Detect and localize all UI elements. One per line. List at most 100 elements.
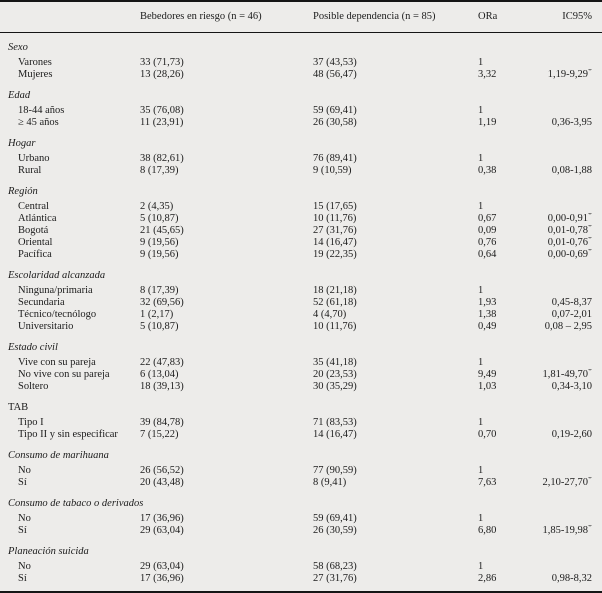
value-or: 0,64 (478, 249, 497, 260)
value-or: 6,80 (478, 525, 497, 536)
row-label: Varones (18, 57, 52, 68)
value-bebedores: 5 (10,87) (140, 213, 179, 224)
value-bebedores: 39 (84,78) (140, 417, 184, 428)
table-row: No 17 (36,96) 59 (69,41) 1 (0, 513, 602, 525)
section-row: Región (0, 177, 602, 201)
section-row: Estado civil (0, 333, 602, 357)
value-ic95: 1,19-9,29* (538, 69, 602, 81)
value-dependencia: 14 (16,47) (313, 429, 357, 440)
column-header-ic: IC95% (538, 2, 602, 33)
section-label: Edad (8, 90, 31, 101)
row-label: No vive con su pareja (18, 369, 110, 380)
value-or: 1 (478, 57, 484, 68)
value-dependencia: 15 (17,65) (313, 201, 357, 212)
row-label: Universitario (18, 321, 74, 332)
section-row: Consumo de marihuana (0, 441, 602, 465)
table-header: Bebedores en riesgo (n = 46) Posible dep… (0, 2, 602, 33)
value-dependencia: 27 (31,76) (313, 573, 357, 584)
table-row: No 29 (63,04) 58 (68,23) 1 (0, 561, 602, 573)
table-row: Rural 8 (17,39) 9 (10,59) 0,38 0,08-1,88 (0, 165, 602, 177)
table-row: Pacífica 9 (19,56) 19 (22,35) 0,64 0,00-0,69… (0, 249, 602, 261)
value-dependencia: 20 (23,53) (313, 369, 357, 380)
value-dependencia: 26 (30,58) (313, 117, 357, 128)
value-ic95 (538, 105, 602, 117)
value-or: 1 (478, 561, 484, 572)
value-or: 1 (478, 105, 484, 116)
row-label: Atlántica (18, 213, 57, 224)
value-dependencia: 8 (9,41) (313, 477, 347, 488)
table-row: 18-44 años 35 (76,08) 59 (69,41) 1 (0, 105, 602, 117)
column-header-stub (0, 2, 140, 33)
value-bebedores: 13 (28,26) (140, 69, 184, 80)
row-label: Técnico/tecnólogo (18, 309, 97, 320)
value-bebedores: 35 (76,08) (140, 105, 184, 116)
value-or: 0,38 (478, 165, 497, 176)
table-body: Sexo Varones 33 (71,73) 37 (43,53) 1 Mujeres 1… (0, 33, 602, 592)
row-label: Tipo I (18, 417, 44, 428)
table-row: Ninguna/primaria 8 (17,39) 18 (21,18) 1 (0, 285, 602, 297)
value-or: 1,03 (478, 381, 497, 392)
significance-asterisk: * (588, 237, 592, 243)
value-ic95: 0,01-0,78* (538, 225, 602, 237)
value-bebedores: 17 (36,96) (140, 513, 184, 524)
value-or: 1,19 (478, 117, 497, 128)
column-header-group2: Posible dependencia (n = 85) (313, 2, 478, 33)
table-row: Atlántica 5 (10,87) 10 (11,76) 0,67 0,00-0,9… (0, 213, 602, 225)
value-ic95 (538, 285, 602, 297)
value-dependencia: 27 (31,76) (313, 225, 357, 236)
value-dependencia: 58 (68,23) (313, 561, 357, 572)
value-dependencia: 76 (89,41) (313, 153, 357, 164)
table-row: Sí 20 (43,48) 8 (9,41) 7,63 2,10-27,70* (0, 477, 602, 489)
section-label: Estado civil (8, 342, 58, 353)
section-row: En la niñez murió alguno de sus padres o… (0, 585, 602, 591)
value-dependencia: 37 (43,53) (313, 57, 357, 68)
value-or: 1,93 (478, 297, 497, 308)
value-dependencia: 9 (10,59) (313, 165, 352, 176)
value-dependencia: 26 (30,59) (313, 525, 357, 536)
value-bebedores: 8 (17,39) (140, 165, 179, 176)
row-label: Secundaria (18, 297, 65, 308)
table-row: Universitario 5 (10,87) 10 (11,76) 0,49 0,08… (0, 321, 602, 333)
value-or: 1 (478, 417, 484, 428)
row-label: Sí (18, 525, 27, 536)
column-header-or: ORa (478, 2, 538, 33)
value-ic95 (538, 561, 602, 573)
row-label: Ninguna/primaria (18, 285, 93, 296)
value-dependencia: 52 (61,18) (313, 297, 357, 308)
section-label: Escolaridad alcanzada (8, 270, 106, 281)
value-ic95: 0,01-0,76* (538, 237, 602, 249)
significance-asterisk: * (588, 525, 592, 531)
section-row: Hogar (0, 129, 602, 153)
value-bebedores: 7 (15,22) (140, 429, 179, 440)
value-dependencia: 19 (22,35) (313, 249, 357, 260)
table-row: Central 2 (4,35) 15 (17,65) 1 (0, 201, 602, 213)
value-bebedores: 21 (45,65) (140, 225, 184, 236)
value-dependencia: 18 (21,18) (313, 285, 357, 296)
value-or: 1 (478, 465, 484, 476)
value-bebedores: 2 (4,35) (140, 201, 174, 212)
value-ic95 (538, 513, 602, 525)
value-ic95 (538, 465, 602, 477)
value-ic95 (538, 153, 602, 165)
value-or: 7,63 (478, 477, 497, 488)
significance-asterisk: * (588, 213, 592, 219)
table-row: Bogotá 21 (45,65) 27 (31,76) 0,09 0,01-0,78* (0, 225, 602, 237)
value-bebedores: 20 (43,48) (140, 477, 184, 488)
value-bebedores: 32 (69,56) (140, 297, 184, 308)
value-bebedores: 29 (63,04) (140, 561, 184, 572)
value-or: 0,76 (478, 237, 497, 248)
value-or: 9,49 (478, 369, 497, 380)
value-ic95: 0,98-8,32 (551, 573, 592, 584)
significance-asterisk: * (588, 477, 592, 483)
section-row: Edad (0, 81, 602, 105)
value-or: 1 (478, 201, 484, 212)
row-label: Oriental (18, 237, 53, 248)
section-row: Escolaridad alcanzada (0, 261, 602, 285)
value-bebedores: 17 (36,96) (140, 573, 184, 584)
header-row: Bebedores en riesgo (n = 46) Posible dep… (0, 2, 602, 33)
value-or: 1 (478, 153, 484, 164)
value-dependencia: 30 (35,29) (313, 381, 357, 392)
value-ic95: 1,85-19,98* (538, 525, 602, 537)
section-label: Sexo (8, 42, 28, 53)
